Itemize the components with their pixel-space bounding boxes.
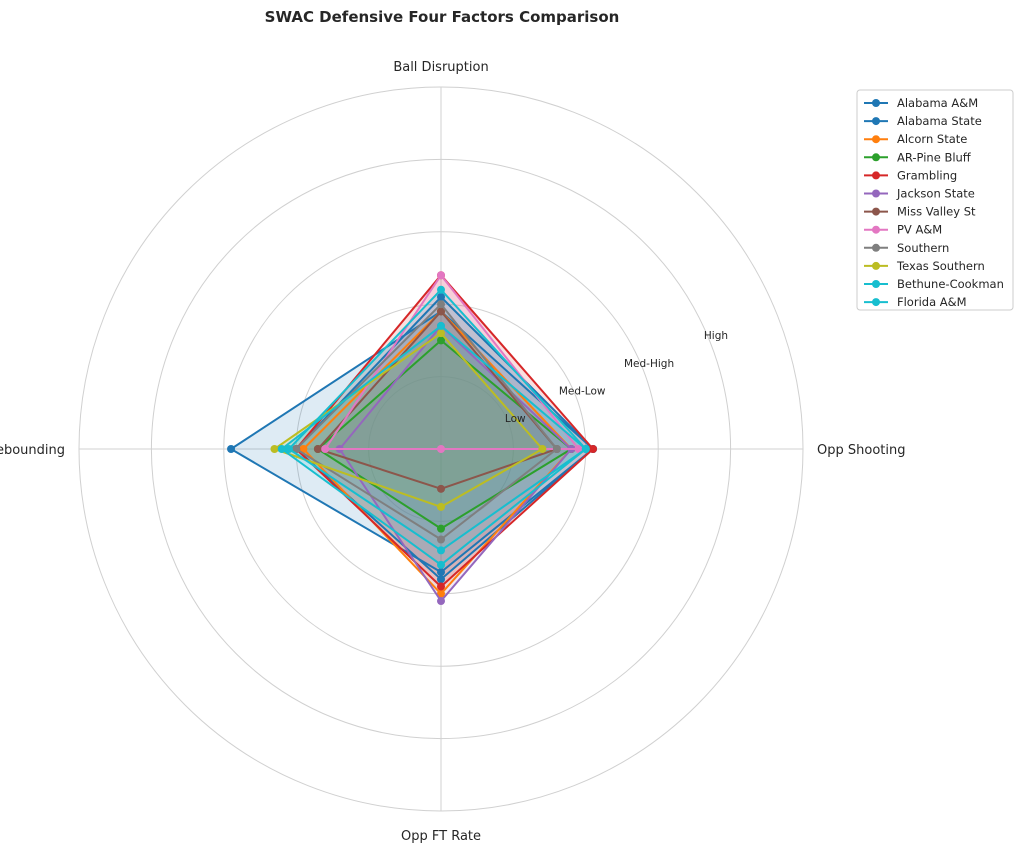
series-point xyxy=(437,300,445,309)
legend-item-texas-southern: Texas Southern xyxy=(864,259,985,273)
series-point xyxy=(589,445,598,453)
legend-label: Southern xyxy=(897,241,949,255)
legend-item-ar-pine-bluff: AR-Pine Bluff xyxy=(864,150,972,164)
series-point xyxy=(437,484,445,493)
series-texas-southern xyxy=(270,329,547,511)
legend-label: Jackson State xyxy=(896,187,975,201)
legend: Alabama A&M Alabama State Alcorn State AR-P… xyxy=(856,89,1014,311)
axis-label-opp-ft-rate: Opp FT Rate xyxy=(401,829,481,844)
series-point xyxy=(437,329,445,338)
ring-label: Med-High xyxy=(624,358,674,370)
series-point xyxy=(321,445,330,453)
series-area-miss-valley-st xyxy=(317,311,557,489)
legend-marker xyxy=(872,280,880,288)
series-area-pv-am xyxy=(325,275,579,449)
legend-marker xyxy=(872,117,880,126)
legend-marker xyxy=(872,298,880,307)
legend-label: AR-Pine Bluff xyxy=(897,150,972,164)
axis-label-layer: Ball Disruption Opp Shooting Opp FT Rate De… xyxy=(0,60,905,844)
legend-label: Alabama State xyxy=(897,114,982,128)
legend-label: Alabama A&M xyxy=(897,96,978,110)
series-point xyxy=(437,575,445,584)
ring-label: Med-Low xyxy=(559,386,606,398)
legend-item-alabama-am: Alabama A&M xyxy=(864,96,978,110)
series-point xyxy=(437,502,445,511)
axis-label-opp-shooting: Opp Shooting xyxy=(817,443,905,458)
series-point xyxy=(437,546,445,555)
series-point xyxy=(284,445,293,453)
series-point xyxy=(437,597,445,606)
legend-label: PV A&M xyxy=(897,223,942,237)
series-point xyxy=(437,336,445,345)
series-point xyxy=(437,568,445,577)
legend-item-jackson-state: Jackson State xyxy=(864,187,975,201)
series-point xyxy=(437,589,445,598)
ring-label: Low xyxy=(505,413,526,425)
series-point xyxy=(437,560,445,569)
legend-item-florida-am: Florida A&M xyxy=(864,295,967,309)
series-point xyxy=(299,445,308,453)
legend-item-southern: Southern xyxy=(864,241,949,255)
series-point xyxy=(538,445,547,453)
ring-label: High xyxy=(704,330,728,342)
legend-label: Grambling xyxy=(897,168,957,182)
series-point xyxy=(437,524,445,533)
legend-label: Alcorn State xyxy=(897,132,967,146)
series-point xyxy=(313,445,322,453)
series-point xyxy=(437,271,445,280)
series-point xyxy=(581,445,590,453)
series-point xyxy=(277,445,286,453)
series-point xyxy=(552,445,561,453)
legend-marker xyxy=(872,171,880,180)
legend-item-pv-am: PV A&M xyxy=(864,223,942,237)
legend-label: Bethune-Cookman xyxy=(897,277,1004,291)
series-area-ar-pine-bluff xyxy=(317,340,572,529)
legend-marker xyxy=(872,243,880,252)
series-point xyxy=(437,292,445,301)
legend-marker xyxy=(872,207,880,216)
legend-marker xyxy=(872,99,880,107)
legend-marker xyxy=(872,225,880,234)
series-point xyxy=(227,445,236,453)
legend-marker xyxy=(872,135,880,144)
axis-label-ball-disruption: Ball Disruption xyxy=(393,60,488,75)
legend-label: Florida A&M xyxy=(897,295,967,309)
series-point xyxy=(574,445,583,453)
axis-label-def-rebounding: Def Rebounding xyxy=(0,443,65,458)
series-point xyxy=(270,445,279,453)
chart-title: SWAC Defensive Four Factors Comparison xyxy=(265,8,620,26)
legend-marker xyxy=(872,261,880,270)
legend-item-alcorn-state: Alcorn State xyxy=(864,132,967,146)
legend-frame xyxy=(856,89,1014,311)
series-point xyxy=(437,307,445,316)
legend-item-miss-valley-st: Miss Valley St xyxy=(864,205,976,219)
series-point xyxy=(437,445,445,453)
series-point xyxy=(437,285,445,294)
series-point xyxy=(437,535,445,544)
legend-label: Texas Southern xyxy=(896,259,985,273)
legend-label: Miss Valley St xyxy=(897,205,976,219)
series-point xyxy=(292,445,301,453)
ring-label-layer: Low Med-Low Med-High High xyxy=(505,330,728,425)
series-point xyxy=(437,582,445,591)
series-line-layer xyxy=(227,271,598,606)
legend-item-bethune-cookman: Bethune-Cookman xyxy=(864,277,1004,291)
series-point xyxy=(437,321,445,330)
legend-item-alabama-state: Alabama State xyxy=(864,114,982,128)
legend-marker xyxy=(872,189,880,198)
legend-marker xyxy=(872,153,880,162)
series-florida-am xyxy=(277,321,590,569)
legend-item-grambling: Grambling xyxy=(864,168,957,182)
